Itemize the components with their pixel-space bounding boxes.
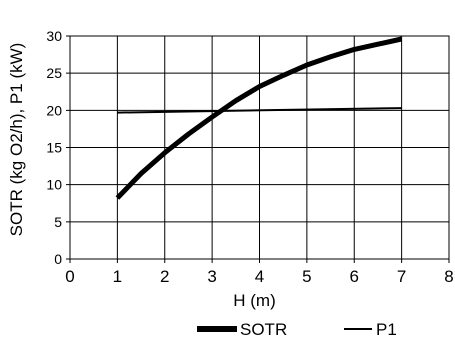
x-tick-label: 6 bbox=[350, 267, 359, 286]
axis-ticks: 0 1 2 3 4 5 6 7 8 0 5 10 15 20 25 30 bbox=[46, 28, 453, 286]
y-axis-title: SOTR (kg O2/h), P1 (kW) bbox=[7, 43, 26, 237]
legend-label-sotr: SOTR bbox=[240, 320, 287, 339]
y-tick-label: 30 bbox=[46, 28, 62, 44]
y-tick-label: 10 bbox=[46, 177, 62, 193]
x-tick-label: 2 bbox=[160, 267, 169, 286]
x-tick-label: 4 bbox=[255, 267, 264, 286]
y-tick-label: 20 bbox=[46, 102, 62, 118]
grid bbox=[66, 35, 450, 263]
x-tick-label: 5 bbox=[302, 267, 311, 286]
series-line-p1 bbox=[117, 107, 402, 114]
x-tick-label: 7 bbox=[397, 267, 406, 286]
plot-area bbox=[69, 35, 450, 260]
legend: SOTR P1 bbox=[197, 320, 397, 339]
x-tick-label: 8 bbox=[444, 267, 453, 286]
y-tick-label: 5 bbox=[54, 214, 62, 230]
x-tick-label: 3 bbox=[207, 267, 216, 286]
series-line-sotr bbox=[115, 36, 403, 200]
series-lines bbox=[115, 36, 403, 200]
y-tick-label: 25 bbox=[46, 65, 62, 81]
x-tick-label: 0 bbox=[65, 267, 74, 286]
x-axis-title: H (m) bbox=[233, 291, 275, 310]
x-tick-label: 1 bbox=[113, 267, 122, 286]
y-tick-label: 0 bbox=[54, 251, 62, 267]
legend-label-p1: P1 bbox=[376, 320, 397, 339]
y-tick-label: 15 bbox=[46, 140, 62, 156]
